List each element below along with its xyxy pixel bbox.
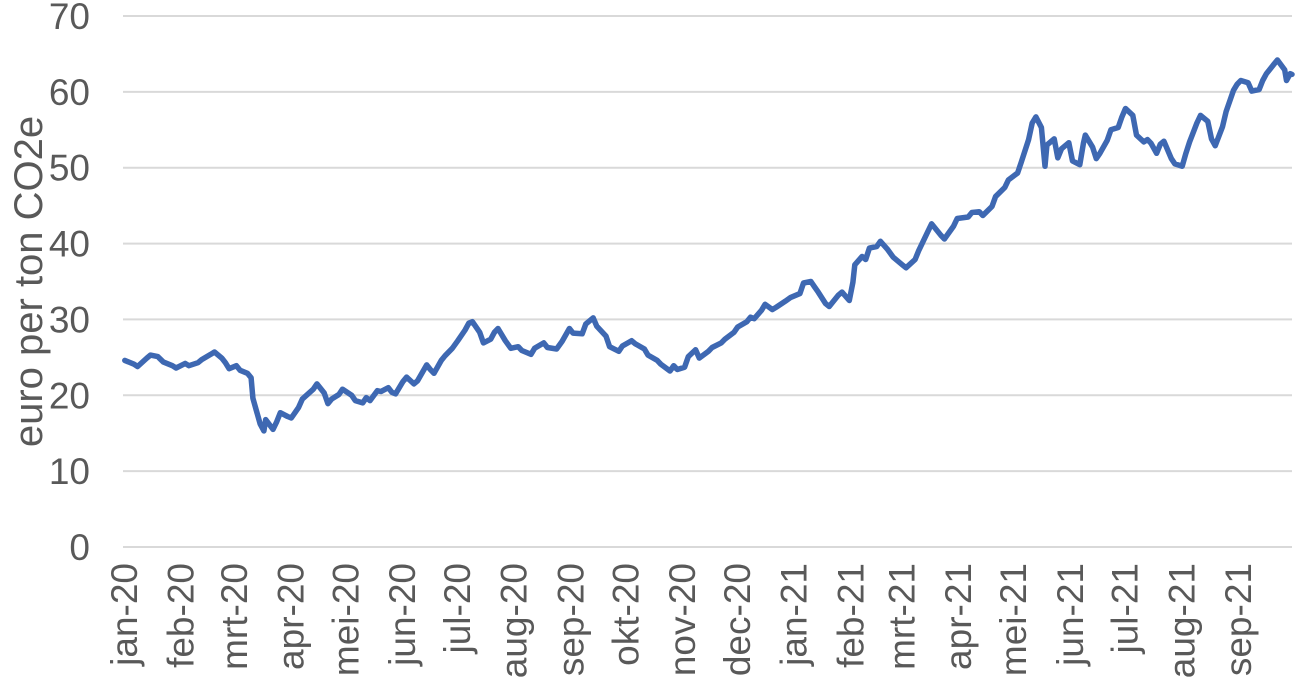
x-axis-tick-label: okt-20	[605, 563, 646, 666]
y-axis-tick-label: 30	[49, 299, 90, 340]
x-axis-tick-label: dec-20	[717, 563, 758, 676]
x-axis-tick-label: sep-20	[550, 563, 591, 676]
y-axis-tick-label: 70	[49, 0, 90, 37]
x-axis-tick-label: mei-20	[325, 563, 366, 676]
x-axis-tick-label: feb-20	[161, 563, 202, 668]
y-axis-tick-label: 60	[49, 72, 90, 113]
x-axis-tick-label: jun-21	[1050, 563, 1091, 667]
x-axis-tick-label: jan-20	[104, 563, 145, 667]
x-axis-tick-label: jan-21	[774, 563, 815, 667]
y-axis-tick-label: 50	[49, 148, 90, 189]
y-axis-tick-label: 0	[69, 527, 90, 568]
x-axis-tick-label: jun-20	[382, 563, 423, 667]
y-axis-tick-label: 20	[49, 375, 90, 416]
x-axis-tick-label: nov-20	[662, 563, 703, 676]
x-axis-tick-label: mrt-21	[882, 563, 923, 670]
x-axis-tick-label: sep-21	[1218, 563, 1259, 676]
x-axis-tick-label: jul-20	[437, 563, 478, 655]
y-axis-tick-label: 10	[49, 451, 90, 492]
x-axis-tick-label: mrt-20	[214, 563, 255, 670]
x-axis-tick-label: apr-20	[270, 563, 311, 670]
x-axis-tick-label: aug-20	[494, 563, 535, 678]
price-line-series	[122, 57, 1295, 434]
x-axis-tick-label: aug-21	[1161, 563, 1202, 678]
x-axis-tick-label: jul-21	[1105, 563, 1146, 655]
y-axis-tick-label: 40	[49, 224, 90, 265]
x-axis-tick-label: feb-21	[830, 563, 871, 668]
x-axis-tick-label: mei-21	[993, 563, 1034, 676]
y-axis-title: euro per ton CO2e	[7, 116, 51, 447]
x-axis-tick-label: apr-21	[938, 563, 979, 670]
